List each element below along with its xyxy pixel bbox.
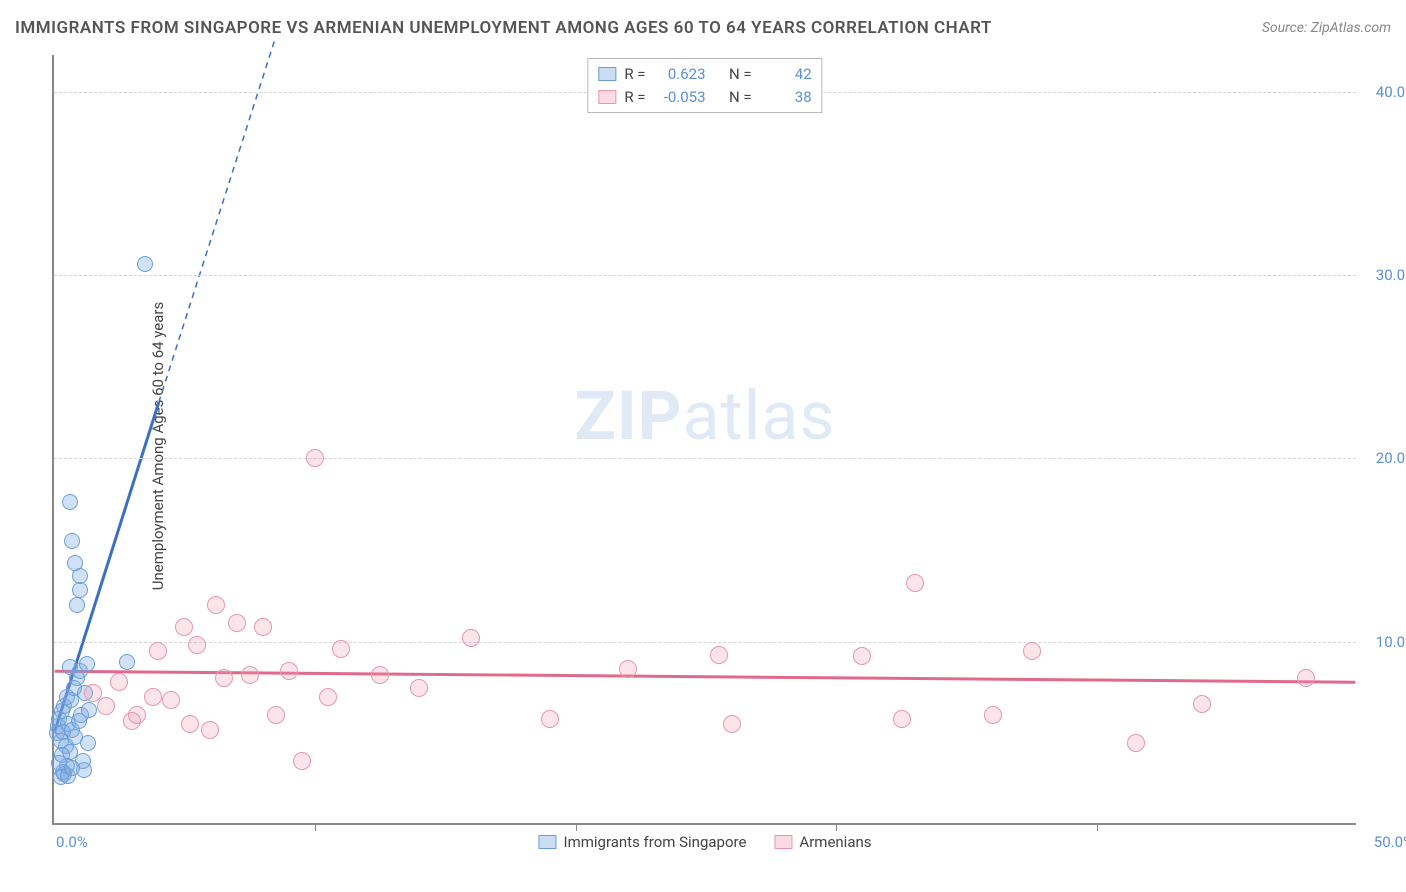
data-point: [267, 706, 285, 724]
data-point: [69, 597, 85, 613]
data-point: [215, 669, 233, 687]
chart-title: IMMIGRANTS FROM SINGAPORE VS ARMENIAN UN…: [15, 18, 992, 38]
x-tick-label: 50.0%: [1374, 833, 1406, 851]
legend-series-item: Armenians: [774, 833, 871, 851]
data-point: [619, 660, 637, 678]
r-label: R =: [624, 86, 645, 109]
data-point: [1023, 642, 1041, 660]
data-point: [128, 706, 146, 724]
data-point: [62, 494, 78, 510]
data-point: [241, 666, 259, 684]
data-point: [371, 666, 389, 684]
data-point: [149, 642, 167, 660]
grid-line: [54, 275, 1356, 276]
data-point: [119, 654, 135, 670]
data-point: [188, 636, 206, 654]
data-point: [319, 688, 337, 706]
data-point: [162, 691, 180, 709]
data-point: [228, 614, 246, 632]
data-point: [201, 721, 219, 739]
data-point: [410, 679, 428, 697]
data-point: [306, 449, 324, 467]
data-point: [280, 662, 298, 680]
data-point: [893, 710, 911, 728]
data-point: [984, 706, 1002, 724]
y-tick-label: 10.0%: [1361, 633, 1406, 651]
data-point: [1297, 669, 1315, 687]
data-point: [181, 715, 199, 733]
r-value: -0.053: [654, 86, 706, 109]
legend-series-label: Immigrants from Singapore: [563, 833, 746, 851]
y-tick-label: 20.0%: [1361, 449, 1406, 467]
n-label: N =: [729, 63, 752, 86]
data-point: [254, 618, 272, 636]
data-point: [64, 533, 80, 549]
data-point: [462, 629, 480, 647]
watermark-text: ZIPatlas: [575, 376, 836, 456]
data-point: [1127, 734, 1145, 752]
x-tick: [576, 823, 577, 831]
x-tick-label: 0.0%: [56, 833, 88, 851]
data-point: [175, 618, 193, 636]
correlation-legend: R = 0.623 N = 42 R = -0.053 N = 38: [587, 58, 822, 113]
data-point: [72, 582, 88, 598]
x-tick: [836, 823, 837, 831]
scatter-plot-area: ZIPatlas R =0.623 N =42R =-0.053 N =38 I…: [52, 55, 1356, 825]
data-point: [1193, 695, 1211, 713]
data-point: [110, 673, 128, 691]
data-point: [332, 640, 350, 658]
legend-swatch: [538, 835, 556, 849]
data-point: [723, 715, 741, 733]
r-value: 0.623: [654, 63, 706, 86]
legend-stat-row: R = -0.053 N = 38: [598, 86, 811, 109]
grid-line: [54, 458, 1356, 459]
source-attribution: Source: ZipAtlas.com: [1262, 20, 1391, 36]
data-point: [137, 256, 153, 272]
r-label: R =: [624, 63, 645, 86]
data-point: [710, 646, 728, 664]
y-tick-label: 30.0%: [1361, 266, 1406, 284]
data-point: [207, 596, 225, 614]
x-tick: [1097, 823, 1098, 831]
n-value: 42: [760, 63, 812, 86]
y-tick-label: 40.0%: [1361, 83, 1406, 101]
data-point: [97, 697, 115, 715]
legend-stat-row: R = 0.623 N = 42: [598, 63, 811, 86]
legend-swatch: [598, 67, 616, 81]
data-point: [144, 688, 162, 706]
series-legend: Immigrants from Singapore Armenians: [538, 833, 871, 851]
legend-series-label: Armenians: [799, 833, 871, 851]
grid-line: [54, 642, 1356, 643]
data-point: [541, 710, 559, 728]
data-point: [67, 555, 83, 571]
data-point: [79, 656, 95, 672]
data-point: [62, 659, 78, 675]
legend-series-item: Immigrants from Singapore: [538, 833, 746, 851]
n-value: 38: [760, 86, 812, 109]
data-point: [853, 647, 871, 665]
data-point: [81, 702, 97, 718]
legend-swatch: [598, 90, 616, 104]
legend-swatch: [774, 835, 792, 849]
data-point: [906, 574, 924, 592]
data-point: [64, 760, 80, 776]
data-point: [80, 735, 96, 751]
x-tick: [315, 823, 316, 831]
n-label: N =: [729, 86, 752, 109]
data-point: [293, 752, 311, 770]
trend-lines-svg: [54, 55, 1356, 823]
